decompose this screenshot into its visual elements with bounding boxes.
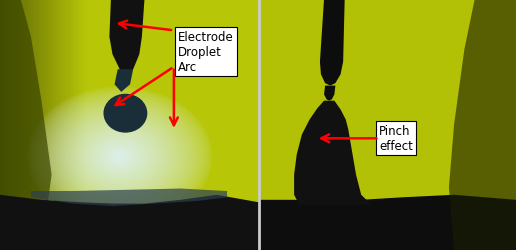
Polygon shape	[0, 0, 52, 250]
Ellipse shape	[103, 94, 148, 133]
Polygon shape	[109, 0, 144, 75]
Polygon shape	[320, 0, 345, 86]
Polygon shape	[259, 195, 516, 250]
Polygon shape	[115, 70, 133, 92]
Polygon shape	[0, 195, 259, 250]
Polygon shape	[324, 86, 335, 101]
Polygon shape	[294, 101, 372, 205]
Polygon shape	[449, 0, 516, 250]
Polygon shape	[31, 189, 227, 206]
Text: Pinch
effect: Pinch effect	[379, 125, 413, 153]
Text: Electrode
Droplet
Arc: Electrode Droplet Arc	[178, 31, 234, 74]
